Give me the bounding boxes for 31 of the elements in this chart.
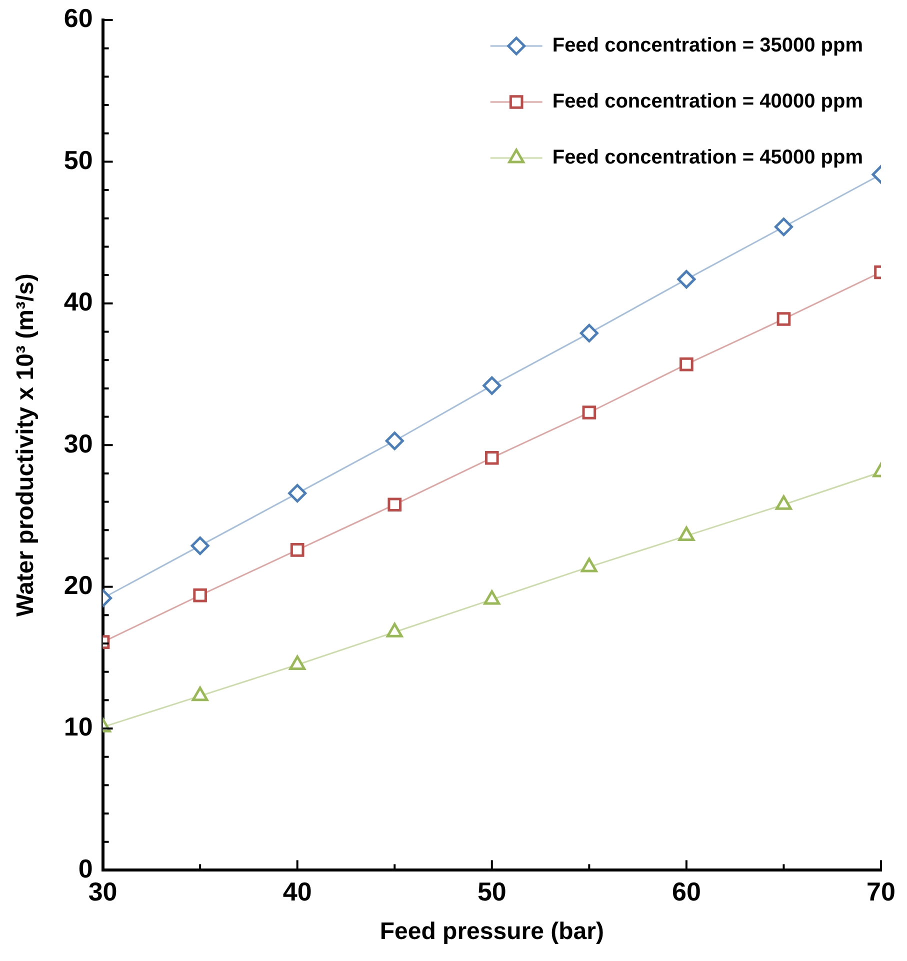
- x-tick-label: 50: [477, 876, 506, 906]
- point: [580, 324, 598, 342]
- point: [482, 376, 502, 395]
- x-tick-label: 70: [866, 876, 896, 906]
- point: [776, 312, 791, 326]
- point: [190, 536, 210, 555]
- legend-label: Feed concentration = 35000 ppm: [552, 34, 863, 57]
- point: [192, 686, 208, 702]
- point: [678, 526, 695, 542]
- y-tick-label: 20: [64, 570, 93, 600]
- point: [484, 450, 499, 465]
- legend-label: Feed concentration = 40000 ppm: [552, 90, 863, 113]
- y-tick-label: 50: [64, 144, 93, 175]
- y-tick-label: 10: [64, 712, 93, 742]
- point: [385, 432, 404, 450]
- x-axis-title: Feed pressure (bar): [380, 918, 604, 946]
- legend-label: Feed concentration = 45000 ppm: [552, 146, 863, 169]
- point: [677, 270, 696, 289]
- y-tick-label: 30: [64, 428, 93, 458]
- point: [288, 484, 307, 503]
- point: [193, 588, 207, 602]
- point: [388, 498, 402, 512]
- y-axis-title: Water productivity x 10³ (m³/s): [12, 274, 40, 617]
- point: [774, 218, 793, 236]
- x-tick-label: 60: [672, 876, 701, 906]
- y-tick-label: 60: [64, 3, 93, 34]
- x-tick-label: 40: [282, 876, 312, 906]
- point: [680, 357, 694, 372]
- point: [290, 543, 304, 557]
- point: [582, 406, 596, 420]
- y-tick-label: 40: [64, 286, 93, 317]
